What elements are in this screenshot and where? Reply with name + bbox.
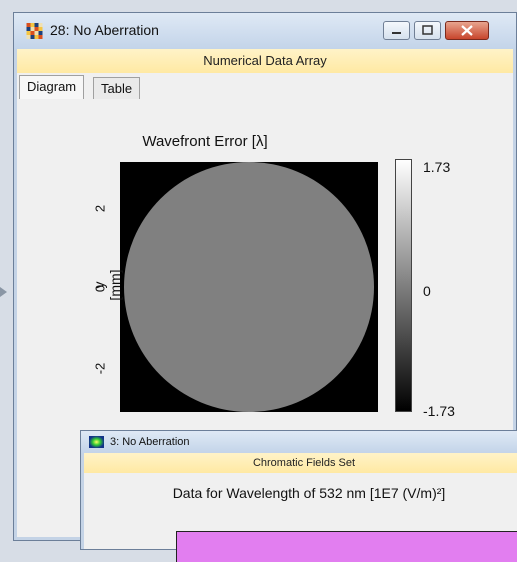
app-icon (26, 23, 43, 39)
tab-table[interactable]: Table (93, 77, 141, 99)
tab-diagram[interactable]: Diagram (19, 75, 85, 100)
app-icon (89, 436, 104, 448)
field-plot[interactable] (176, 531, 517, 562)
wavelength-title: Data for Wavelength of 532 nm [1E7 (V/m)… (172, 485, 446, 501)
minimize-button[interactable] (383, 21, 410, 40)
colorbar (395, 159, 412, 412)
minimize-icon (392, 32, 401, 34)
y-tick-label: 0 (92, 284, 108, 293)
tab-strip: Diagram Table (17, 73, 513, 100)
close-icon (461, 25, 473, 36)
window-titlebar[interactable]: 28: No Aberration (14, 13, 516, 49)
chromatic-fields-window[interactable]: 3: No Aberration Chromatic Fields Set Da… (80, 430, 517, 562)
window2-titlebar[interactable]: 3: No Aberration (81, 431, 517, 453)
maximize-button[interactable] (414, 21, 441, 40)
colorbar-max-label: 1.73 (423, 159, 451, 175)
side-arrow-icon (0, 287, 7, 297)
colorbar-mid-label: 0 (423, 283, 431, 299)
data-type-header: Numerical Data Array (17, 49, 513, 74)
colorbar-min-label: -1.73 (423, 403, 455, 419)
wavefront-plot[interactable] (120, 161, 378, 412)
y-tick-label: 2 (92, 204, 108, 213)
close-button[interactable] (445, 21, 489, 40)
window2-diagram-panel: Data for Wavelength of 532 nm [1E7 (V/m)… (84, 473, 517, 562)
aperture-disc (120, 161, 374, 412)
window-title: 28: No Aberration (50, 22, 159, 38)
window2-data-type-header: Chromatic Fields Set (84, 453, 517, 473)
diagram-title: Wavefront Error [λ] (142, 133, 268, 150)
maximize-icon (422, 25, 433, 35)
y-tick-label: -2 (92, 362, 108, 375)
window2-title: 3: No Aberration (110, 436, 190, 448)
